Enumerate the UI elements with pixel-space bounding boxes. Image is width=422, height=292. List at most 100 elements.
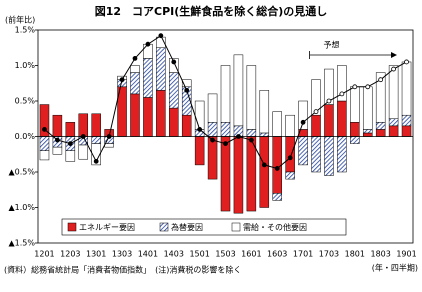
bar-segment xyxy=(143,58,153,98)
x-tick-label: 1301 xyxy=(86,250,106,259)
y-tick-label: ▲0.5% xyxy=(9,168,36,177)
bar-segment xyxy=(298,100,308,130)
bar-segment xyxy=(259,90,270,134)
bar-segment xyxy=(259,136,270,208)
bar-segment xyxy=(169,58,179,73)
bar-segment xyxy=(39,136,50,151)
bar-segment xyxy=(78,113,89,137)
bar-segment xyxy=(362,129,373,134)
line-marker xyxy=(132,56,138,61)
bar-segment xyxy=(169,107,179,137)
line-marker xyxy=(80,134,86,139)
source-note: (資料）総務省統計局「消費者物価指数」 (注)消費税の影響を除く xyxy=(4,265,241,275)
x-tick-label: 1403 xyxy=(164,250,184,259)
bar-segment xyxy=(259,132,270,137)
bar-segment xyxy=(78,144,89,160)
bar-segment xyxy=(91,136,101,144)
bar-segment xyxy=(350,136,360,144)
bar-segment xyxy=(337,136,347,173)
bar-segment xyxy=(207,136,218,180)
line-marker xyxy=(93,158,99,164)
bar-segment xyxy=(143,97,153,137)
bar-segment xyxy=(324,136,334,176)
y-tick-label: 0.0% xyxy=(15,132,36,141)
bar-segment xyxy=(375,122,386,130)
bar-segment xyxy=(181,79,192,88)
line-marker xyxy=(106,134,112,139)
x-tick-label: 1601 xyxy=(241,250,261,259)
bar-segment xyxy=(246,65,257,130)
x-tick-label: 1203 xyxy=(60,250,80,259)
bar-segment xyxy=(220,136,231,212)
chart-title: 図12 コアCPI(生鮮食品を除く総合)の見通し xyxy=(95,4,328,18)
line-marker xyxy=(365,84,371,90)
line-marker xyxy=(248,137,254,143)
bar-segment xyxy=(233,54,244,127)
x-tick-label: 1501 xyxy=(189,250,209,259)
forecast-label: 予想 xyxy=(324,40,340,50)
line-marker xyxy=(404,59,409,65)
bar-segment xyxy=(375,72,386,123)
bar-segment xyxy=(194,100,205,130)
line-marker xyxy=(54,137,60,143)
bar-segment xyxy=(220,65,231,123)
legend-label: エネルギー要因 xyxy=(79,223,135,232)
bar-segment xyxy=(272,193,282,201)
line-marker xyxy=(197,126,203,132)
legend-label: 為替要因 xyxy=(171,222,203,232)
line-marker xyxy=(223,141,228,147)
line-marker xyxy=(145,41,151,47)
line-marker xyxy=(67,141,73,147)
x-tick-label: 1503 xyxy=(215,250,235,259)
bar-segment xyxy=(52,146,63,155)
legend-swatch xyxy=(67,222,77,232)
x-tick-label: 1201 xyxy=(34,250,54,259)
bar-segment xyxy=(52,114,63,137)
line-marker xyxy=(378,77,384,83)
legend: エネルギー要因 為替要因 需給・その他要因 xyxy=(61,218,347,236)
y-tick-label: ▲1.0% xyxy=(9,203,36,212)
y-tick-label: ▲1.5% xyxy=(9,239,36,248)
bar-segment xyxy=(337,65,347,102)
line-marker xyxy=(339,91,345,97)
bar-segment xyxy=(388,125,399,137)
bar-segment xyxy=(362,86,373,130)
line-marker xyxy=(171,59,177,65)
bar-segment xyxy=(401,114,412,127)
bar-segment xyxy=(130,72,140,95)
bar-segment xyxy=(285,114,295,137)
bar-segment xyxy=(311,114,321,137)
y-tick-label: 1.0% xyxy=(15,61,36,70)
bar-segment xyxy=(311,79,321,116)
bar-segment xyxy=(272,111,282,137)
forecast-arrowhead xyxy=(391,52,397,58)
x-tick-label: 1701 xyxy=(293,250,313,259)
line-marker xyxy=(391,66,397,72)
x-tick-label: 1401 xyxy=(138,250,158,259)
line-marker xyxy=(313,109,319,115)
bar-segment xyxy=(362,132,373,137)
x-tick-label: 1703 xyxy=(319,250,339,259)
bar-segment xyxy=(246,136,257,212)
bar-segment xyxy=(91,113,101,137)
bar-segment xyxy=(285,136,295,173)
bar-segment xyxy=(91,143,101,166)
bar-segment xyxy=(194,136,205,166)
bar-segment xyxy=(233,136,244,214)
bar-segment xyxy=(104,143,114,148)
bar-segment xyxy=(272,136,282,194)
line-marker xyxy=(352,84,358,90)
line-marker xyxy=(119,77,125,83)
line-marker xyxy=(274,166,280,171)
bar-segment xyxy=(39,150,50,161)
bar-segment xyxy=(388,65,399,119)
legend-swatch xyxy=(159,222,169,232)
bar-segment xyxy=(401,61,412,116)
bar-segment xyxy=(65,150,76,162)
x-axis-label: (年・四半期) xyxy=(372,263,418,273)
bar-segment xyxy=(65,122,76,137)
y-tick-label: 1.5% xyxy=(15,26,36,35)
bar-segment xyxy=(285,171,295,180)
bar-segment xyxy=(130,93,140,137)
